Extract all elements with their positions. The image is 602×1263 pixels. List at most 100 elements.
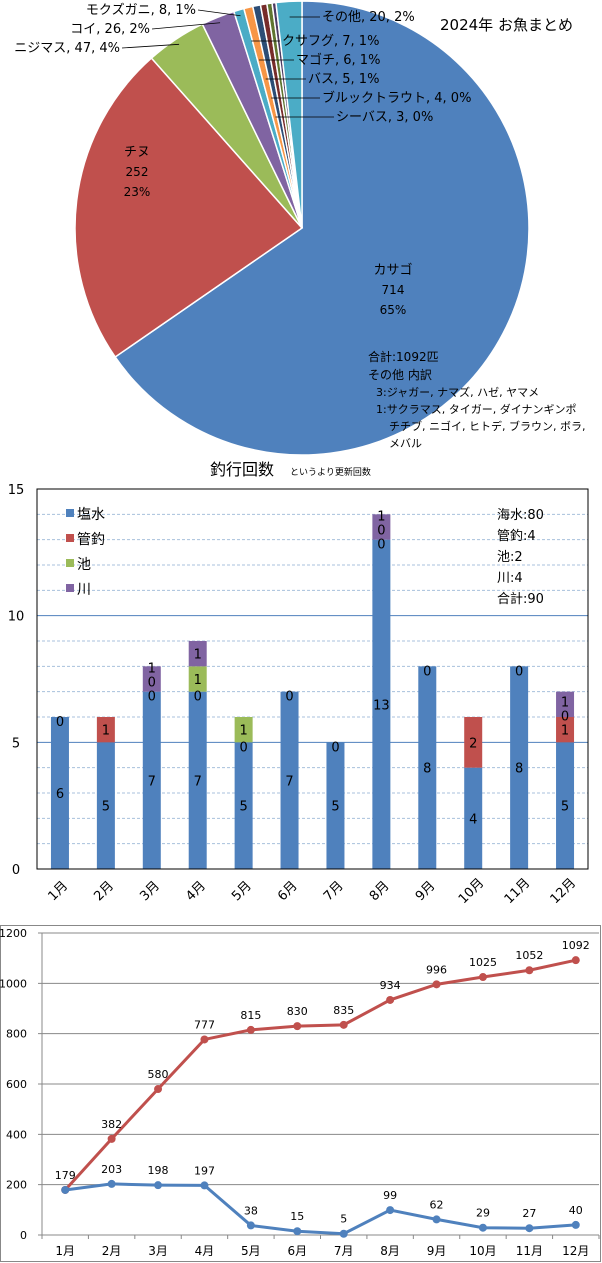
bar-value-label: 5	[331, 800, 339, 815]
bar-value-label: 0	[377, 538, 385, 553]
leader-line	[151, 22, 221, 30]
slice-label: シーバス, 3, 0%	[336, 110, 433, 125]
bar-value-label: 7	[194, 774, 202, 789]
data-point	[478, 1223, 487, 1232]
bar-segment-管釣	[464, 717, 483, 768]
x-tick-label: 3月	[148, 1244, 168, 1258]
data-point	[246, 1025, 255, 1034]
data-point	[571, 1220, 580, 1229]
x-tick-label: 4月	[195, 1244, 215, 1258]
y-tick-label: 400	[6, 1128, 27, 1141]
bar-segment-塩水	[96, 742, 115, 869]
legend-swatch-池	[66, 559, 74, 567]
bar-segment-塩水	[234, 742, 253, 869]
bar-segment-塩水	[556, 742, 575, 869]
summary-text: 管釣:4	[497, 528, 536, 544]
leader-line	[121, 43, 180, 49]
x-tick-label: 11月	[516, 1244, 543, 1258]
bar-value-label: 2	[469, 736, 477, 751]
pie-note: 1:サクラマス, タイガー, ダイナンギンポ	[376, 402, 576, 416]
bar-value-label: 0	[377, 524, 385, 539]
bar-segment-塩水	[188, 691, 207, 869]
data-point	[339, 1229, 348, 1238]
x-tick-label: 3月	[137, 879, 163, 905]
bar-value-label: 0	[148, 690, 156, 705]
summary-text: 川:4	[497, 571, 523, 586]
bar-value-label: 1	[377, 510, 385, 525]
y-tick-label: 800	[6, 1028, 27, 1041]
x-tick-label: 10月	[469, 1244, 496, 1258]
data-label: 1025	[469, 956, 497, 969]
x-tick-label: 2月	[91, 879, 117, 905]
pie-slice-0	[114, 0, 530, 455]
data-point	[154, 1085, 163, 1094]
data-label: 580	[148, 1068, 169, 1081]
pie-slice-10	[275, 0, 303, 229]
bar-value-label: 1	[239, 724, 247, 739]
summary-text: 海水:80	[497, 508, 544, 523]
x-tick-label: 5月	[241, 1244, 261, 1258]
data-label: 5	[340, 1213, 347, 1226]
pie-note: その他 内訳	[368, 367, 432, 382]
bar-segment-管釣	[556, 717, 575, 743]
data-label: 29	[476, 1207, 490, 1220]
bar-value-label: 7	[285, 774, 293, 789]
bar-segment-塩水	[510, 666, 529, 869]
pie-note: 合計:1092匹	[368, 349, 439, 364]
data-point	[525, 1224, 534, 1233]
x-tick-label: 7月	[321, 879, 347, 905]
pie-note: メバル	[389, 437, 422, 450]
data-label: 777	[194, 1018, 215, 1031]
data-label: 62	[430, 1198, 444, 1211]
bar-value-label: 5	[561, 800, 569, 815]
data-label: 198	[148, 1164, 169, 1177]
data-label: 1092	[562, 939, 590, 952]
data-point	[107, 1179, 116, 1188]
x-tick-label: 8月	[380, 1244, 400, 1258]
data-label: 830	[287, 1005, 308, 1018]
x-tick-label: 2月	[102, 1244, 122, 1258]
bar-value-label: 0	[423, 664, 431, 679]
bar-segment-塩水	[418, 666, 437, 869]
slice-label-value: 252	[126, 165, 149, 179]
data-label: 382	[101, 1118, 122, 1131]
data-point	[525, 966, 534, 975]
pie-slice-1	[74, 57, 304, 358]
bar-segment-池	[188, 666, 207, 692]
data-label: 1052	[515, 949, 543, 962]
x-tick-label: 9月	[427, 1244, 447, 1258]
bar-segment-塩水	[372, 539, 391, 869]
x-tick-label: 1月	[45, 879, 71, 905]
slice-label: バス, 5, 1%	[308, 72, 379, 87]
slice-label-percent: 23%	[124, 185, 151, 199]
legend-swatch-川	[66, 584, 74, 592]
pie-note: チチブ, ニゴイ, ヒトデ, ブラウン, ボラ,	[389, 419, 585, 433]
slice-label: ニジマス, 47, 4%	[14, 41, 120, 56]
y-tick-label: 15	[8, 483, 25, 498]
x-tick-label: 12月	[562, 1244, 589, 1258]
y-tick-label: 0	[20, 1229, 27, 1242]
summary-text: 池:2	[497, 550, 523, 565]
bar-value-label: 0	[331, 740, 339, 755]
data-label: 835	[333, 1004, 354, 1017]
data-point	[61, 1185, 70, 1194]
bar-segment-川	[188, 641, 207, 667]
bar-value-label: 0	[148, 676, 156, 691]
bar-value-label: 7	[148, 774, 156, 789]
bar-segment-川	[372, 514, 391, 540]
slice-label: ブルックトラウト, 4, 0%	[322, 90, 471, 106]
bar-chart: 釣行回数 というより更新回数051015601月512月70013月70114月5…	[8, 460, 589, 907]
data-point	[200, 1181, 209, 1190]
y-tick-label: 600	[6, 1078, 27, 1091]
bar-value-label: 0	[285, 690, 293, 705]
legend-label: 塩水	[77, 507, 105, 523]
bar-value-label: 0	[194, 690, 202, 705]
data-point	[154, 1181, 163, 1190]
data-label: 38	[244, 1204, 258, 1217]
slice-label: マゴチ, 6, 1%	[296, 52, 380, 68]
slice-label: コイ, 26, 2%	[70, 22, 150, 37]
bar-value-label: 0	[561, 710, 569, 725]
bar-value-label: 8	[423, 762, 431, 777]
y-tick-label: 10	[8, 610, 25, 625]
y-tick-label: 1200	[0, 927, 27, 940]
